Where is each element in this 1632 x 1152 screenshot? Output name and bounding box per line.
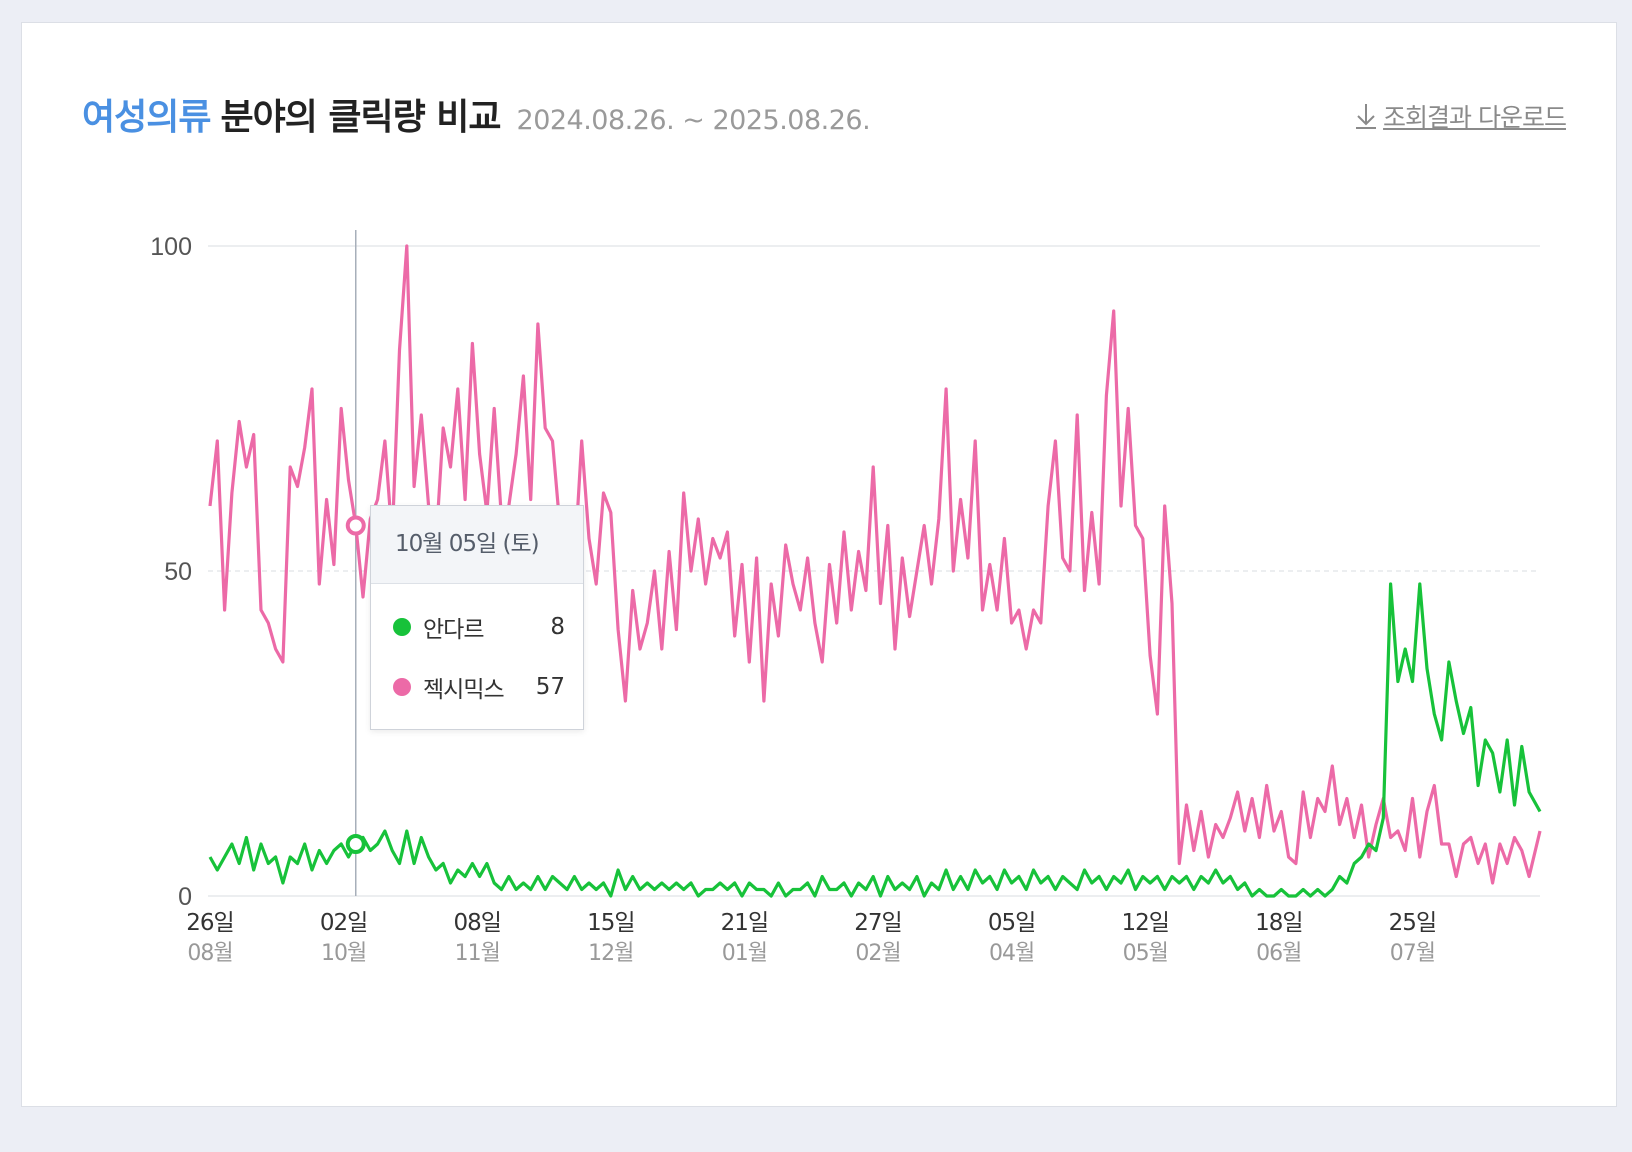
download-label: 조회결과 다운로드	[1383, 103, 1567, 132]
x-tick-day: 18일	[1255, 910, 1302, 936]
hover-marker-안다르	[345, 834, 366, 854]
x-tick-month: 02월	[855, 941, 900, 966]
x-tick-month: 01월	[722, 941, 767, 966]
x-tick-day: 08일	[453, 910, 500, 936]
x-tick-month: 11월	[455, 941, 500, 966]
x-tick-month: 12월	[588, 941, 633, 966]
x-tick-day: 05일	[988, 910, 1035, 936]
x-tick-day: 27일	[854, 910, 901, 936]
title-text: 분야의 클릭량 비교	[220, 97, 501, 138]
y-tick-label: 50	[164, 558, 192, 586]
x-tick-month: 05월	[1123, 941, 1168, 966]
x-tick-month: 06월	[1256, 941, 1301, 966]
series-dot-icon	[393, 678, 411, 696]
tooltip-row-xexymix: 젝시믹스 57	[393, 670, 565, 704]
tooltip-row-andar: 안다르 8	[393, 610, 565, 644]
chart-tooltip: 10월 05일 (토) 안다르 8 젝시믹스 57	[370, 505, 584, 730]
y-tick-label: 0	[178, 883, 192, 911]
x-tick-month: 10월	[321, 941, 366, 966]
x-tick-day: 12일	[1121, 910, 1168, 936]
tooltip-series-name: 안다르	[423, 617, 484, 643]
x-tick-day: 21일	[721, 910, 768, 936]
series-dot-icon	[393, 618, 411, 636]
download-button[interactable]: 조회결과 다운로드	[1353, 98, 1567, 134]
tooltip-series-name: 젝시믹스	[423, 677, 505, 703]
x-tick-month: 08월	[187, 941, 232, 966]
chart-title: 여성의류 분야의 클릭량 비교 2024.08.26. ~ 2025.08.26…	[82, 88, 871, 140]
tooltip-series-value: 8	[550, 614, 565, 640]
tooltip-date: 10월 05일 (토)	[371, 506, 583, 584]
y-tick-label: 100	[150, 233, 192, 261]
x-tick-day: 15일	[587, 910, 634, 936]
hover-marker-젝시믹스	[345, 515, 366, 536]
x-tick-day: 25일	[1389, 910, 1436, 936]
x-tick-day: 26일	[186, 910, 233, 936]
x-tick-day: 02일	[320, 910, 367, 936]
series-line-안다르	[208, 582, 1542, 898]
tooltip-series-value: 57	[535, 674, 565, 700]
download-icon	[1356, 104, 1377, 129]
category-name: 여성의류	[82, 97, 211, 138]
x-tick-month: 04월	[989, 941, 1034, 966]
date-range: 2024.08.26. ~ 2025.08.26.	[516, 105, 871, 136]
x-tick-month: 07월	[1390, 941, 1435, 966]
